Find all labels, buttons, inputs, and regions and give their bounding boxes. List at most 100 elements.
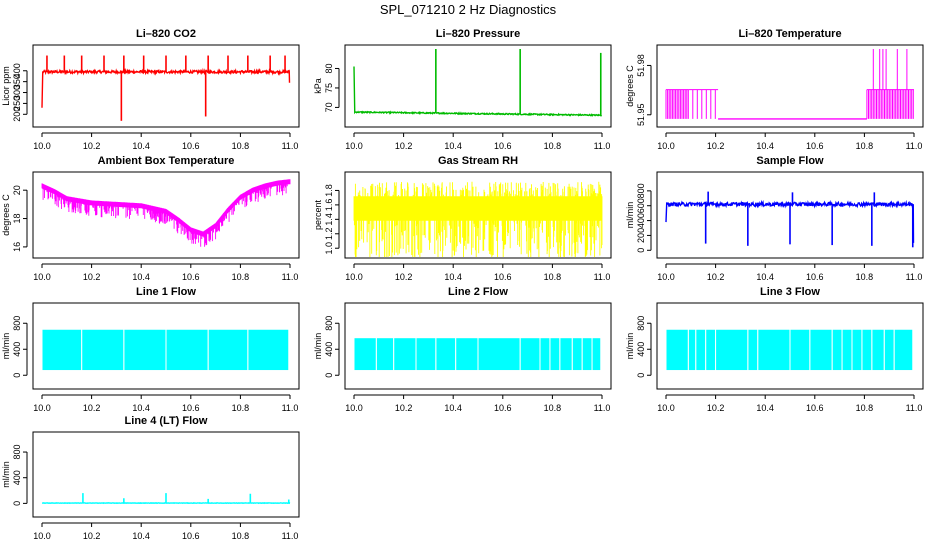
x-tick-label: 10.2	[83, 531, 101, 540]
x-tick-label: 10.4	[132, 141, 150, 151]
x-axis: 10.0 10.2 10.4 10.6 10.8 11.0	[657, 263, 922, 282]
x-axis: 10.0 10.2 10.4 10.6 10.8 11.0	[345, 394, 610, 413]
flow-block-9	[550, 338, 560, 371]
x-tick-label: 10.8	[232, 531, 250, 540]
y-tick-label: 800	[324, 316, 334, 331]
flow-block-7	[520, 338, 540, 371]
series-line3	[666, 329, 913, 371]
x-tick-label: 10.6	[182, 272, 200, 282]
series-pressure	[353, 49, 603, 117]
flow-block-4	[436, 338, 456, 371]
x-tick-label: 10.0	[657, 272, 675, 282]
flow-block-5	[748, 329, 758, 371]
flow-block-1	[688, 329, 696, 371]
flow-block-1	[376, 338, 394, 371]
chart-licor_temp: Li–820 Temperature 10.0 10.2 10.4 10.6 10.8 11…	[625, 28, 924, 151]
chart-pressure: Li–820 Pressure 10.0 10.2 10.4 10.6 10.8 11.0 7…	[313, 28, 612, 151]
plot-frame	[32, 302, 300, 390]
y-tick-label: 300	[12, 85, 22, 100]
x-tick-label: 10.0	[33, 531, 51, 540]
chart-title: Ambient Box Temperature	[98, 155, 235, 167]
flow-block-5	[248, 329, 289, 371]
chart-line4: Line 4 (LT) Flow 10.0 10.2 10.4 10.6 10.8 11.0…	[1, 415, 300, 540]
flow-block-0	[666, 329, 688, 371]
y-tick-label: 75	[324, 83, 334, 93]
flow-block-5	[456, 338, 478, 371]
x-axis: 10.0 10.2 10.4 10.6 10.8 11.0	[345, 263, 610, 282]
x-tick-label: 10.6	[494, 272, 512, 282]
x-tick-label: 11.0	[906, 403, 923, 413]
x-tick-label: 10.4	[756, 272, 774, 282]
plot-frame	[32, 171, 300, 259]
x-tick-label: 10.2	[707, 403, 725, 413]
x-axis: 10.0 10.2 10.4 10.6 10.8 11.0	[657, 132, 922, 151]
chart-title: Line 1 Flow	[136, 286, 196, 298]
y-tick-label: 400	[636, 342, 646, 357]
x-tick-label: 10.6	[806, 272, 824, 282]
x-tick-label: 10.8	[232, 272, 250, 282]
y-tick-label: 0	[12, 373, 22, 378]
y-axis-label: ml/min	[313, 333, 323, 360]
flow-block-13	[592, 338, 601, 371]
y-tick-label: 350	[12, 74, 22, 89]
x-tick-label: 10.8	[232, 141, 250, 151]
flow-block-4	[208, 329, 248, 371]
y-axis-label: ml/min	[625, 333, 635, 360]
x-tick-label: 10.0	[345, 272, 363, 282]
flow-block-2	[124, 329, 166, 371]
x-tick-label: 11.0	[282, 403, 299, 413]
flow-block-3	[416, 338, 436, 371]
flow-block-6	[478, 338, 520, 371]
flow-block-12	[862, 329, 872, 371]
series-line	[41, 67, 291, 108]
x-tick-label: 10.6	[182, 141, 200, 151]
flow-block-1	[82, 329, 124, 371]
y-axis-label: degrees C	[1, 194, 11, 236]
y-tick-label: 16	[12, 242, 22, 252]
plot-frame	[656, 302, 924, 390]
x-tick-label: 11.0	[282, 531, 299, 540]
x-tick-label: 10.4	[756, 141, 774, 151]
x-tick-label: 10.4	[444, 141, 462, 151]
plot-frame	[32, 431, 300, 518]
plot-frame	[344, 171, 612, 259]
x-tick-label: 10.2	[707, 272, 725, 282]
x-tick-label: 10.8	[544, 141, 562, 151]
y-tick-label: 20	[12, 185, 22, 195]
plot-frame	[344, 302, 612, 390]
x-tick-label: 10.4	[132, 531, 150, 540]
y-tick-label: 400	[12, 63, 22, 78]
series-licor_temp	[665, 49, 914, 120]
x-tick-label: 10.6	[182, 531, 200, 540]
y-tick-label: 600	[636, 198, 646, 213]
chart-line3: Line 3 Flow 10.0 10.2 10.4 10.6 10.8 11.0 0 400 8…	[625, 286, 924, 413]
y-tick-label: 400	[636, 213, 646, 228]
x-axis: 10.0 10.2 10.4 10.6 10.8 11.0	[33, 522, 299, 540]
x-tick-label: 10.8	[232, 403, 250, 413]
flow-block-8	[540, 338, 550, 371]
x-tick-label: 10.6	[806, 141, 824, 151]
flow-block-4	[716, 329, 748, 371]
chart-title: Line 3 Flow	[760, 286, 820, 298]
flow-block-3	[166, 329, 208, 371]
flow-block-8	[810, 329, 832, 371]
y-tick-label: 51.98	[636, 54, 646, 77]
plot-frame	[656, 171, 924, 259]
flow-block-10	[560, 338, 572, 371]
chart-rh: Gas Stream RH 10.0 10.2 10.4 10.6 10.8 11.0 1.0…	[313, 155, 612, 282]
x-tick-label: 10.0	[657, 403, 675, 413]
x-axis: 10.0 10.2 10.4 10.6 10.8 11.0	[345, 132, 611, 151]
x-tick-label: 10.0	[33, 403, 51, 413]
y-tick-label: 800	[636, 316, 646, 331]
y-axis-label: Licor ppm	[1, 66, 11, 106]
plot-frame	[32, 44, 300, 128]
x-tick-label: 11.0	[594, 141, 611, 151]
